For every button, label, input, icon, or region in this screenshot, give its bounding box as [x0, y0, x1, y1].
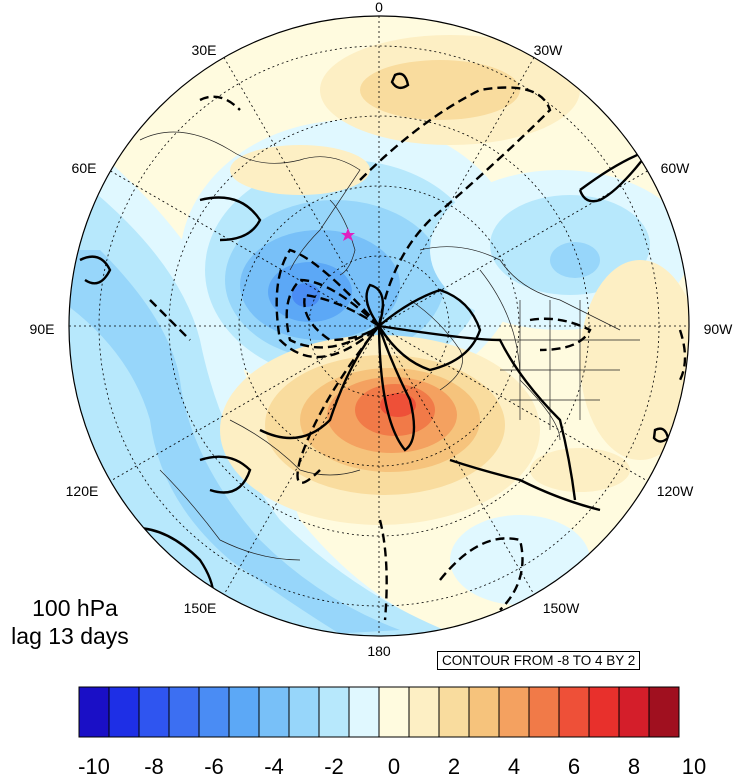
colorbar-tick-label: -8 — [144, 754, 164, 779]
colorbar-tick-label: -10 — [78, 754, 110, 779]
lon-label-150e: 150E — [183, 600, 217, 616]
colorbar-tick-label: 6 — [567, 754, 581, 779]
colorbar-tick-label: -2 — [324, 754, 344, 779]
lon-label-60w: 60W — [660, 160, 690, 176]
colorbar-cell — [318, 686, 350, 738]
lag-label: lag 13 days — [11, 623, 129, 649]
colorbar-cell — [288, 686, 320, 738]
lon-label-60e: 60E — [71, 160, 97, 176]
colorbar-cell — [138, 686, 170, 738]
lon-label-90w: 90W — [703, 321, 733, 337]
colorbar-cell — [618, 686, 650, 738]
lon-label-150w: 150W — [542, 600, 580, 616]
anomaly-contours — [79, 72, 687, 621]
colorbar-cell — [108, 686, 140, 738]
colorbar-tick-label: -6 — [204, 754, 224, 779]
polar-map — [68, 15, 690, 637]
colorbar-cell — [348, 686, 380, 738]
station-marker-icon — [341, 228, 355, 241]
lon-label-180: 180 — [367, 643, 391, 659]
colorbar-tick-label: 4 — [507, 754, 521, 779]
colorbar-cell — [378, 686, 410, 738]
colorbar-cell — [528, 686, 560, 738]
colorbar-cell — [558, 686, 590, 738]
lon-label-120e: 120E — [65, 483, 99, 499]
colorbar-cell — [228, 686, 260, 738]
colorbar-cell — [168, 686, 200, 738]
colorbar-tick-label: 2 — [447, 754, 461, 779]
map-border — [68, 15, 690, 637]
lon-label-120w: 120W — [656, 483, 694, 499]
lon-label-30w: 30W — [533, 42, 563, 58]
colorbar-cell — [408, 686, 440, 738]
contour-info-box: CONTOUR FROM -8 TO 4 BY 2 — [437, 651, 641, 670]
colorbar-cell — [648, 686, 680, 738]
colorbar-cell — [78, 686, 110, 738]
colorbar-cell — [198, 686, 230, 738]
colorbar-tick-label: 0 — [387, 754, 401, 779]
colorbar-cell — [588, 686, 620, 738]
lon-label-90e: 90E — [29, 321, 55, 337]
colorbar-cell — [258, 686, 290, 738]
colorbar-tick-label: 8 — [627, 754, 641, 779]
pressure-level-label: 100 hPa — [32, 595, 118, 621]
colorbar-cell — [498, 686, 530, 738]
colorbar — [78, 686, 680, 738]
colorbar-cell — [468, 686, 500, 738]
lon-label-0: 0 — [375, 0, 383, 15]
lon-label-30e: 30E — [191, 42, 217, 58]
colorbar-tick-label: -4 — [264, 754, 284, 779]
colorbar-tick-label: 10 — [681, 754, 707, 779]
colorbar-cell — [438, 686, 470, 738]
